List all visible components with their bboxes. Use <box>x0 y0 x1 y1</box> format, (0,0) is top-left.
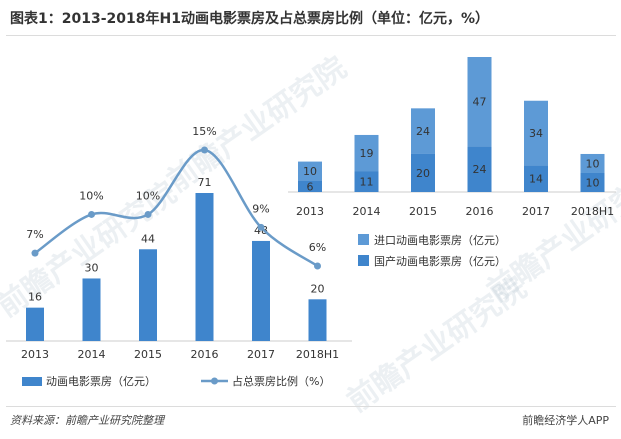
footer-divider <box>6 406 616 407</box>
x-tick-label: 2016 <box>191 348 219 361</box>
domestic-value-label: 24 <box>473 163 487 176</box>
bar-value-label: 20 <box>311 282 325 295</box>
left-legend: 动画电影票房（亿元） 占总票房比例（%） <box>22 374 330 388</box>
domestic-value-label: 10 <box>586 176 600 189</box>
legend-label-line: 占总票房比例（%） <box>232 374 330 388</box>
legend-label-import: 进口动画电影票房（亿元） <box>374 234 506 247</box>
bar-import <box>298 161 322 181</box>
bar-value-label: 16 <box>28 291 42 304</box>
bar-animation-boxoffice <box>252 240 270 341</box>
legend-label-domestic: 国产动画电影票房（亿元） <box>374 254 506 268</box>
ratio-point <box>31 249 39 257</box>
bar-value-label: 44 <box>141 232 155 245</box>
legend-swatch-bar <box>22 377 42 386</box>
bar-domestic <box>524 165 548 192</box>
x-tick-label: 2015 <box>134 348 162 361</box>
ratio-point <box>314 262 321 270</box>
bar-import <box>467 57 492 147</box>
ratio-point <box>144 210 152 218</box>
source-note: 资料来源：前瞻产业研究院整理 <box>10 414 164 427</box>
import-value-label: 34 <box>529 127 543 140</box>
bar-animation-boxoffice <box>195 193 214 341</box>
bar-value-label: 30 <box>85 261 99 274</box>
bar-animation-boxoffice <box>308 299 327 341</box>
ratio-point <box>257 223 265 231</box>
bar-value-label: 71 <box>198 176 212 189</box>
ratio-point <box>201 146 208 154</box>
title-divider <box>6 35 616 36</box>
bar-import <box>580 153 605 173</box>
x-tick-label: 2016 <box>466 205 494 218</box>
ratio-label: 10% <box>136 189 160 202</box>
x-tick-label: 2018H1 <box>296 348 339 361</box>
bar-domestic <box>467 146 492 192</box>
ratio-point <box>88 210 95 218</box>
ratio-label: 15% <box>192 125 216 138</box>
bar-domestic <box>411 153 435 192</box>
domestic-value-label: 6 <box>307 180 314 193</box>
right-legend: 进口动画电影票房（亿元） 国产动画电影票房（亿元） <box>358 234 506 268</box>
bar-import <box>411 108 435 154</box>
bar-animation-boxoffice <box>139 249 157 341</box>
legend-label-bar: 动画电影票房（亿元） <box>46 375 156 388</box>
bar-domestic <box>298 180 322 192</box>
bar-animation-boxoffice <box>82 278 101 341</box>
import-value-label: 24 <box>416 125 430 138</box>
import-value-label: 47 <box>473 96 487 109</box>
x-tick-label: 2017 <box>247 348 275 361</box>
domestic-value-label: 14 <box>529 173 543 186</box>
bar-import <box>354 134 379 172</box>
domestic-value-label: 20 <box>416 167 430 180</box>
x-tick-label: 2013 <box>21 348 49 361</box>
legend-swatch-domestic <box>358 255 369 266</box>
legend-swatch-marker <box>211 377 218 385</box>
import-value-label: 19 <box>360 147 374 160</box>
x-tick-label: 2014 <box>353 205 381 218</box>
bar-domestic <box>354 171 379 192</box>
import-value-label: 10 <box>303 165 317 178</box>
bar-animation-boxoffice <box>26 307 44 341</box>
legend-swatch-import <box>358 234 369 245</box>
domestic-value-label: 11 <box>360 176 374 189</box>
import-value-label: 10 <box>586 157 600 170</box>
ratio-label: 6% <box>309 241 326 254</box>
brand-label: 前瞻经济学人APP <box>522 414 609 427</box>
x-tick-label: 2015 <box>409 205 437 218</box>
ratio-label: 9% <box>252 202 269 215</box>
ratio-line <box>34 148 319 268</box>
x-tick-label: 2018H1 <box>571 205 614 218</box>
bar-domestic <box>580 172 605 192</box>
x-tick-label: 2013 <box>296 205 324 218</box>
bar-import <box>524 100 548 166</box>
x-tick-label: 2017 <box>522 205 550 218</box>
ratio-label: 10% <box>79 189 103 202</box>
x-tick-label: 2014 <box>78 348 106 361</box>
chart-title: 图表1：2013-2018年H1动画电影票房及占总票房比例（单位：亿元，%） <box>10 11 489 27</box>
ratio-label: 7% <box>26 228 43 241</box>
